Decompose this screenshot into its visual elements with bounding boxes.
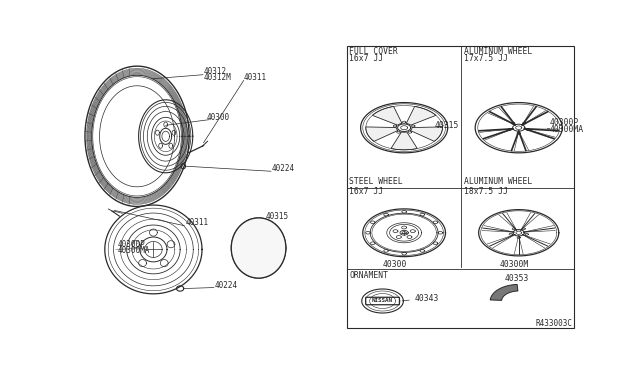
Polygon shape — [366, 127, 398, 141]
Text: 40300P: 40300P — [550, 118, 579, 128]
Polygon shape — [410, 127, 442, 141]
Polygon shape — [372, 106, 402, 125]
Text: 40343: 40343 — [402, 294, 439, 303]
Polygon shape — [490, 285, 518, 300]
Polygon shape — [391, 132, 417, 150]
Text: 40315: 40315 — [266, 212, 289, 221]
Text: 40300: 40300 — [207, 113, 230, 122]
Text: ALUMINUM WHEEL: ALUMINUM WHEEL — [464, 177, 532, 186]
Text: ALUMINUM WHEEL: ALUMINUM WHEEL — [464, 47, 532, 56]
Text: 40312M: 40312M — [204, 73, 232, 81]
Text: 40311: 40311 — [185, 218, 208, 227]
Text: 40300MA: 40300MA — [550, 125, 584, 134]
Text: NISSAN: NISSAN — [372, 298, 393, 303]
Text: 40300: 40300 — [383, 260, 408, 269]
Text: 18x7.5 JJ: 18x7.5 JJ — [464, 187, 508, 196]
Text: 40300P: 40300P — [117, 240, 145, 250]
Text: 40311: 40311 — [244, 73, 267, 81]
Text: STEEL WHEEL: STEEL WHEEL — [349, 177, 403, 186]
Text: 16x7 JJ: 16x7 JJ — [349, 187, 383, 196]
Text: 16x7 JJ: 16x7 JJ — [349, 54, 383, 63]
Text: 40224: 40224 — [272, 164, 295, 173]
Text: ORNAMENT: ORNAMENT — [349, 271, 388, 280]
Text: 40300M: 40300M — [499, 260, 529, 269]
Polygon shape — [406, 106, 436, 125]
Text: 40300MA: 40300MA — [117, 246, 150, 255]
Polygon shape — [231, 218, 286, 278]
Text: R433003C: R433003C — [536, 319, 573, 328]
Text: 17x7.5 JJ: 17x7.5 JJ — [464, 54, 508, 63]
Bar — [347, 46, 573, 328]
Text: 40224: 40224 — [215, 281, 238, 290]
Text: 40353: 40353 — [504, 274, 529, 283]
Text: FULL COVER: FULL COVER — [349, 47, 398, 56]
Text: 40315: 40315 — [435, 121, 459, 130]
Text: 40312: 40312 — [204, 67, 227, 76]
